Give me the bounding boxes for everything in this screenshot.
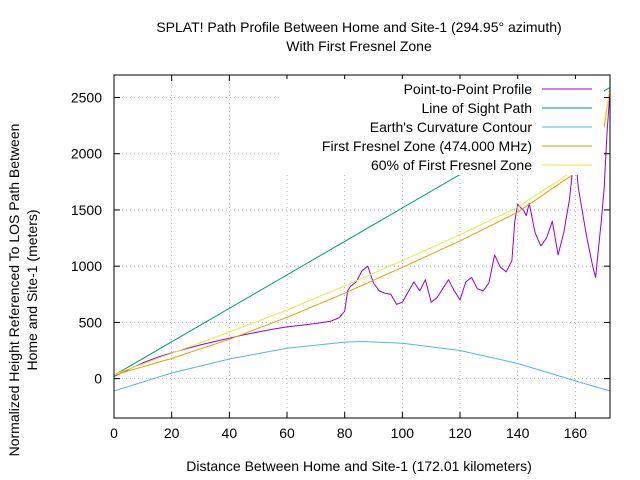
series-lines [113, 86, 611, 392]
x-tick-label: 120 [448, 425, 472, 441]
y-axis-label-line-1: Normalized Height Referenced To LOS Path… [6, 124, 22, 457]
earth-curvature-line [113, 341, 611, 392]
x-tick-label: 160 [564, 425, 588, 441]
legend: Point-to-Point Profile Line of Sight Pat… [280, 79, 604, 175]
y-tick-label: 500 [79, 314, 103, 330]
x-tick-label: 20 [164, 425, 180, 441]
y-tick-label: 1000 [71, 258, 102, 274]
y-tick-label: 2500 [71, 89, 102, 105]
x-tick-label: 100 [391, 425, 415, 441]
plot-frame [113, 74, 611, 419]
y-axis-label-line-2: Home and Site-1 (meters) [24, 209, 40, 370]
x-tick-label: 0 [110, 425, 118, 441]
legend-label-profile: Point-to-Point Profile [404, 81, 533, 97]
legend-label-fresnel-60: 60% of First Fresnel Zone [371, 157, 532, 173]
y-tick-label: 0 [94, 371, 102, 387]
x-tick-label: 40 [222, 425, 238, 441]
legend-label-los: Line of Sight Path [421, 100, 532, 116]
x-axis-label: Distance Between Home and Site-1 (172.01… [186, 458, 532, 474]
chart-title: SPLAT! Path Profile Between Home and Sit… [156, 19, 561, 35]
y-tick-label: 2000 [71, 146, 102, 162]
legend-label-fresnel: First Fresnel Zone (474.000 MHz) [322, 138, 532, 154]
chart-subtitle: With First Fresnel Zone [286, 38, 432, 54]
x-tick-label: 80 [337, 425, 353, 441]
y-tick-label: 1500 [71, 202, 102, 218]
x-tick-label: 60 [279, 425, 295, 441]
profile-line [113, 91, 611, 377]
x-tick-label: 140 [506, 425, 530, 441]
legend-label-curvature: Earth's Curvature Contour [370, 119, 533, 135]
axis-ticks: 0 20 40 60 80 100 120 140 160 0 500 1000 1500 2000 250… [71, 75, 610, 441]
